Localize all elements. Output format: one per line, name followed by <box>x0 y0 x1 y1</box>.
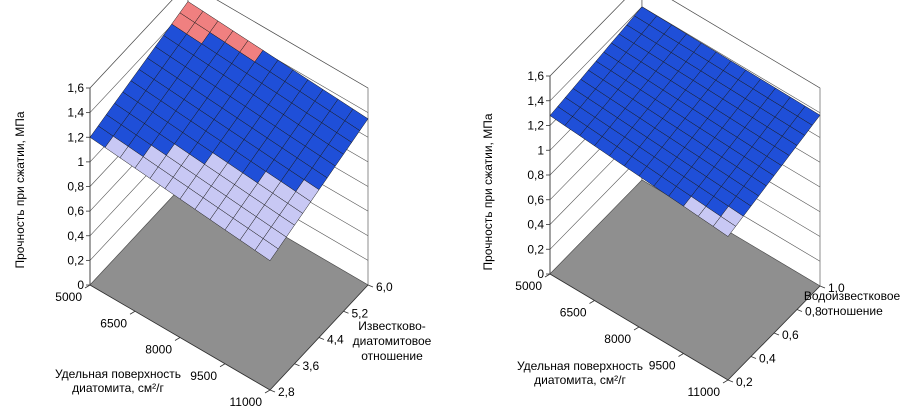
y-tick-mark <box>318 337 325 340</box>
y-axis-label: Водоизвестковое <box>804 289 901 303</box>
y-axis-label: отношение <box>361 349 423 363</box>
x-tick-label: 5000 <box>55 290 82 304</box>
chart-left: 0 0,2 0,4 0,6 0,8 1 1,2 1,4 1,6 5000 6500 8000 9500 1… <box>13 0 432 409</box>
y-tick-mark <box>367 284 374 288</box>
surface-cell <box>712 216 737 237</box>
z-tick-label: 0,4 <box>527 218 544 232</box>
surface-mesh <box>89 1 369 262</box>
x-tick-mark <box>264 389 271 394</box>
x-tick-mark <box>722 379 729 384</box>
x-tick-label: 8000 <box>604 332 631 346</box>
y-tick-label: 0,6 <box>782 328 799 342</box>
x-tick-mark <box>589 300 595 304</box>
y-tick-label: 4,4 <box>327 333 344 347</box>
y-tick-mark <box>343 310 349 314</box>
z-tick-label: 0,4 <box>67 229 84 243</box>
z-axis-label: Прочность при сжатии, МПа <box>13 111 27 268</box>
z-tick-label: 1,2 <box>527 119 544 133</box>
z-tick-label: 0 <box>77 278 84 292</box>
y-tick-label: 3,6 <box>303 359 320 373</box>
surface-mesh <box>549 6 821 237</box>
z-tick-label: 0,6 <box>527 193 544 207</box>
x-axis-label: диатомита, см²/г <box>534 373 626 387</box>
x-axis-label: диатомита, см²/г <box>72 381 164 395</box>
x-tick-label: 6500 <box>100 316 127 330</box>
x-tick-mark <box>633 326 640 331</box>
z-tick-label: 0,6 <box>67 204 84 218</box>
x-tick-mark <box>219 363 226 368</box>
x-tick-mark <box>129 310 136 315</box>
z-tick-label: 1,6 <box>527 69 544 83</box>
y-tick-mark <box>294 363 300 367</box>
chart-right: 0 0,2 0,4 0,6 0,8 1 1,2 1,4 1,6 5000 6500 8000 9500 1… <box>481 0 900 399</box>
z-tick-label: 1 <box>77 155 84 169</box>
z-tick-label: 1,2 <box>67 130 84 144</box>
x-tick-mark <box>174 337 181 341</box>
x-tick-label: 6500 <box>560 306 587 320</box>
x-tick-label: 9500 <box>649 359 676 373</box>
x-tick-mark <box>84 284 91 289</box>
y-tick-label: 0,4 <box>759 352 776 366</box>
z-axis-label: Прочность при сжатии, МПа <box>481 113 495 270</box>
y-tick-mark <box>796 309 803 312</box>
z-tick-label: 1,4 <box>527 94 544 108</box>
z-tick-label: 0,8 <box>527 168 544 182</box>
x-axis-label: Удельная поверхность <box>55 367 181 381</box>
surface-cell <box>254 238 279 262</box>
y-tick-label: 2,8 <box>278 385 295 399</box>
y-axis-label: диатомитовое <box>353 334 432 348</box>
y-tick-mark <box>773 332 780 336</box>
x-tick-mark <box>544 273 551 278</box>
y-tick-label: 0,8 <box>805 305 822 319</box>
x-tick-label: 8000 <box>145 343 172 357</box>
x-tick-label: 5000 <box>515 279 542 293</box>
z-tick-label: 0 <box>537 267 544 281</box>
x-tick-label: 11000 <box>230 395 263 409</box>
z-gridline <box>89 0 369 89</box>
z-tick-label: 1,4 <box>67 106 84 120</box>
z-tick-label: 0,8 <box>67 180 84 194</box>
y-axis-label: Известково- <box>358 319 426 333</box>
x-tick-mark <box>678 353 684 357</box>
z-gridline <box>549 0 821 89</box>
y-tick-label: 6,0 <box>376 280 393 294</box>
y-tick-mark <box>819 285 826 289</box>
z-tick-label: 1 <box>537 143 544 157</box>
x-tick-label: 9500 <box>190 369 217 383</box>
y-tick-label: 1,0 <box>828 281 845 295</box>
z-tick-label: 0,2 <box>527 242 544 256</box>
y-tick-label: 0,2 <box>736 375 753 389</box>
z-tick-label: 1,6 <box>67 81 84 95</box>
y-tick-label: 5,2 <box>352 306 369 320</box>
y-tick-mark <box>750 356 757 359</box>
y-tick-mark <box>269 389 276 393</box>
x-tick-label: 11000 <box>688 385 721 399</box>
y-tick-mark <box>727 379 734 383</box>
z-tick-label: 0,2 <box>67 253 84 267</box>
y-axis-label: отношение <box>821 304 883 318</box>
x-axis-label: Удельная поверхность <box>517 359 643 373</box>
